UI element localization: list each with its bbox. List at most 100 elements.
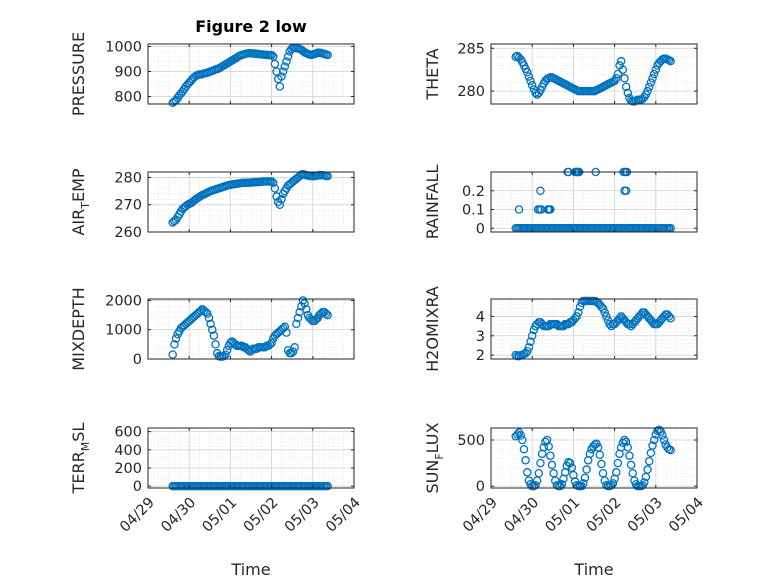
data-point	[546, 205, 555, 214]
y-axis-label: H2OMIXRA	[423, 286, 442, 372]
data-point	[293, 313, 303, 323]
data-point	[597, 459, 606, 469]
data-point	[514, 205, 524, 214]
y-tick-label: 0.1	[462, 203, 485, 219]
axes-box	[147, 298, 355, 360]
data-point	[277, 195, 286, 204]
y-tick-label: 260	[114, 225, 142, 241]
data-point	[585, 449, 595, 459]
data-point	[651, 65, 661, 74]
data-point	[283, 52, 293, 61]
data-point	[626, 460, 636, 470]
data-point	[267, 338, 276, 348]
data-point	[282, 57, 291, 66]
data-point	[301, 304, 311, 314]
data-point	[268, 178, 278, 188]
y-tick-label: 800	[114, 90, 142, 106]
subplot-theta: 280 285 THETA	[423, 41, 698, 106]
y-tick-label: 2000	[105, 293, 142, 309]
data-point	[518, 435, 527, 445]
data-point	[580, 473, 590, 483]
data-point	[625, 451, 634, 460]
x-axis-label: Time	[230, 560, 270, 579]
y-axis-label: RAINFALL	[423, 165, 442, 240]
y-tick-label: 400	[114, 443, 142, 459]
data-point	[209, 331, 219, 340]
y-axis-label: MIXDEPTH	[69, 287, 88, 370]
data-point	[646, 78, 656, 87]
y-tick-label: 0	[476, 221, 485, 237]
data-point	[602, 312, 611, 321]
data-point	[536, 186, 545, 195]
y-tick-label: 280	[457, 84, 485, 100]
data-point	[615, 314, 624, 323]
data-point	[211, 340, 220, 349]
data-point	[623, 88, 633, 98]
data-point	[666, 314, 675, 323]
data-point	[600, 308, 609, 317]
data-point	[527, 80, 537, 90]
data-point	[572, 312, 581, 321]
data-point	[644, 456, 654, 466]
data-point	[222, 345, 232, 355]
subplot-rainfall: 0 0.1 0.2 RAINFALL	[423, 165, 698, 240]
data-point	[531, 88, 540, 98]
data-point	[527, 331, 537, 341]
data-point	[170, 340, 179, 349]
axes-box	[490, 427, 698, 489]
data-point	[574, 308, 583, 317]
y-tick-label: 1000	[105, 40, 142, 56]
data-point	[565, 458, 575, 468]
y-tick-label: 3	[476, 329, 485, 345]
data-point	[623, 443, 633, 452]
data-point	[171, 334, 181, 343]
data-point	[544, 442, 553, 451]
data-point	[625, 319, 634, 329]
y-tick-label: 0	[133, 352, 142, 368]
data-point	[598, 304, 608, 313]
data-point	[666, 56, 675, 66]
data-point	[516, 431, 525, 440]
data-point	[621, 82, 631, 92]
y-tick-label: 1000	[105, 323, 142, 339]
data-point	[523, 347, 532, 356]
data-point	[519, 444, 529, 454]
y-tick-label: 270	[114, 198, 142, 214]
data-point	[323, 481, 332, 491]
data-point	[664, 312, 674, 321]
y-axis-label: THETA	[423, 48, 442, 100]
data-point	[612, 468, 621, 477]
data-point	[270, 184, 280, 193]
y-tick-label: 4	[476, 309, 485, 325]
data-point	[555, 481, 565, 491]
data-point	[278, 67, 288, 76]
data-point	[290, 343, 299, 352]
y-axis-label: AIRTEMP	[69, 168, 92, 235]
data-point	[300, 299, 309, 308]
data-point	[221, 350, 230, 359]
y-axis-label: PRESSURE	[69, 32, 88, 116]
y-tick-label: 285	[457, 41, 485, 57]
data-point	[208, 325, 217, 334]
data-point	[323, 310, 332, 320]
data-point	[613, 458, 623, 468]
data-point	[292, 319, 301, 329]
y-tick-label: 0	[133, 479, 142, 495]
data-point	[536, 458, 545, 468]
y-tick-label: 500	[457, 433, 485, 449]
data-point	[648, 74, 657, 83]
data-point	[648, 441, 657, 450]
data-point	[620, 74, 629, 83]
data-point	[644, 82, 654, 92]
data-point	[649, 69, 659, 79]
subplot-pressure: 800 900 1000 PRESSURE Figure 2 low	[69, 17, 355, 116]
y-axis-label: SUNFLUX	[423, 422, 446, 493]
y-tick-label: 200	[114, 461, 142, 477]
data-point	[658, 431, 667, 440]
data-point	[521, 456, 530, 465]
axes-box	[490, 298, 698, 360]
y-tick-label: 900	[114, 65, 142, 81]
data-point	[206, 319, 215, 329]
